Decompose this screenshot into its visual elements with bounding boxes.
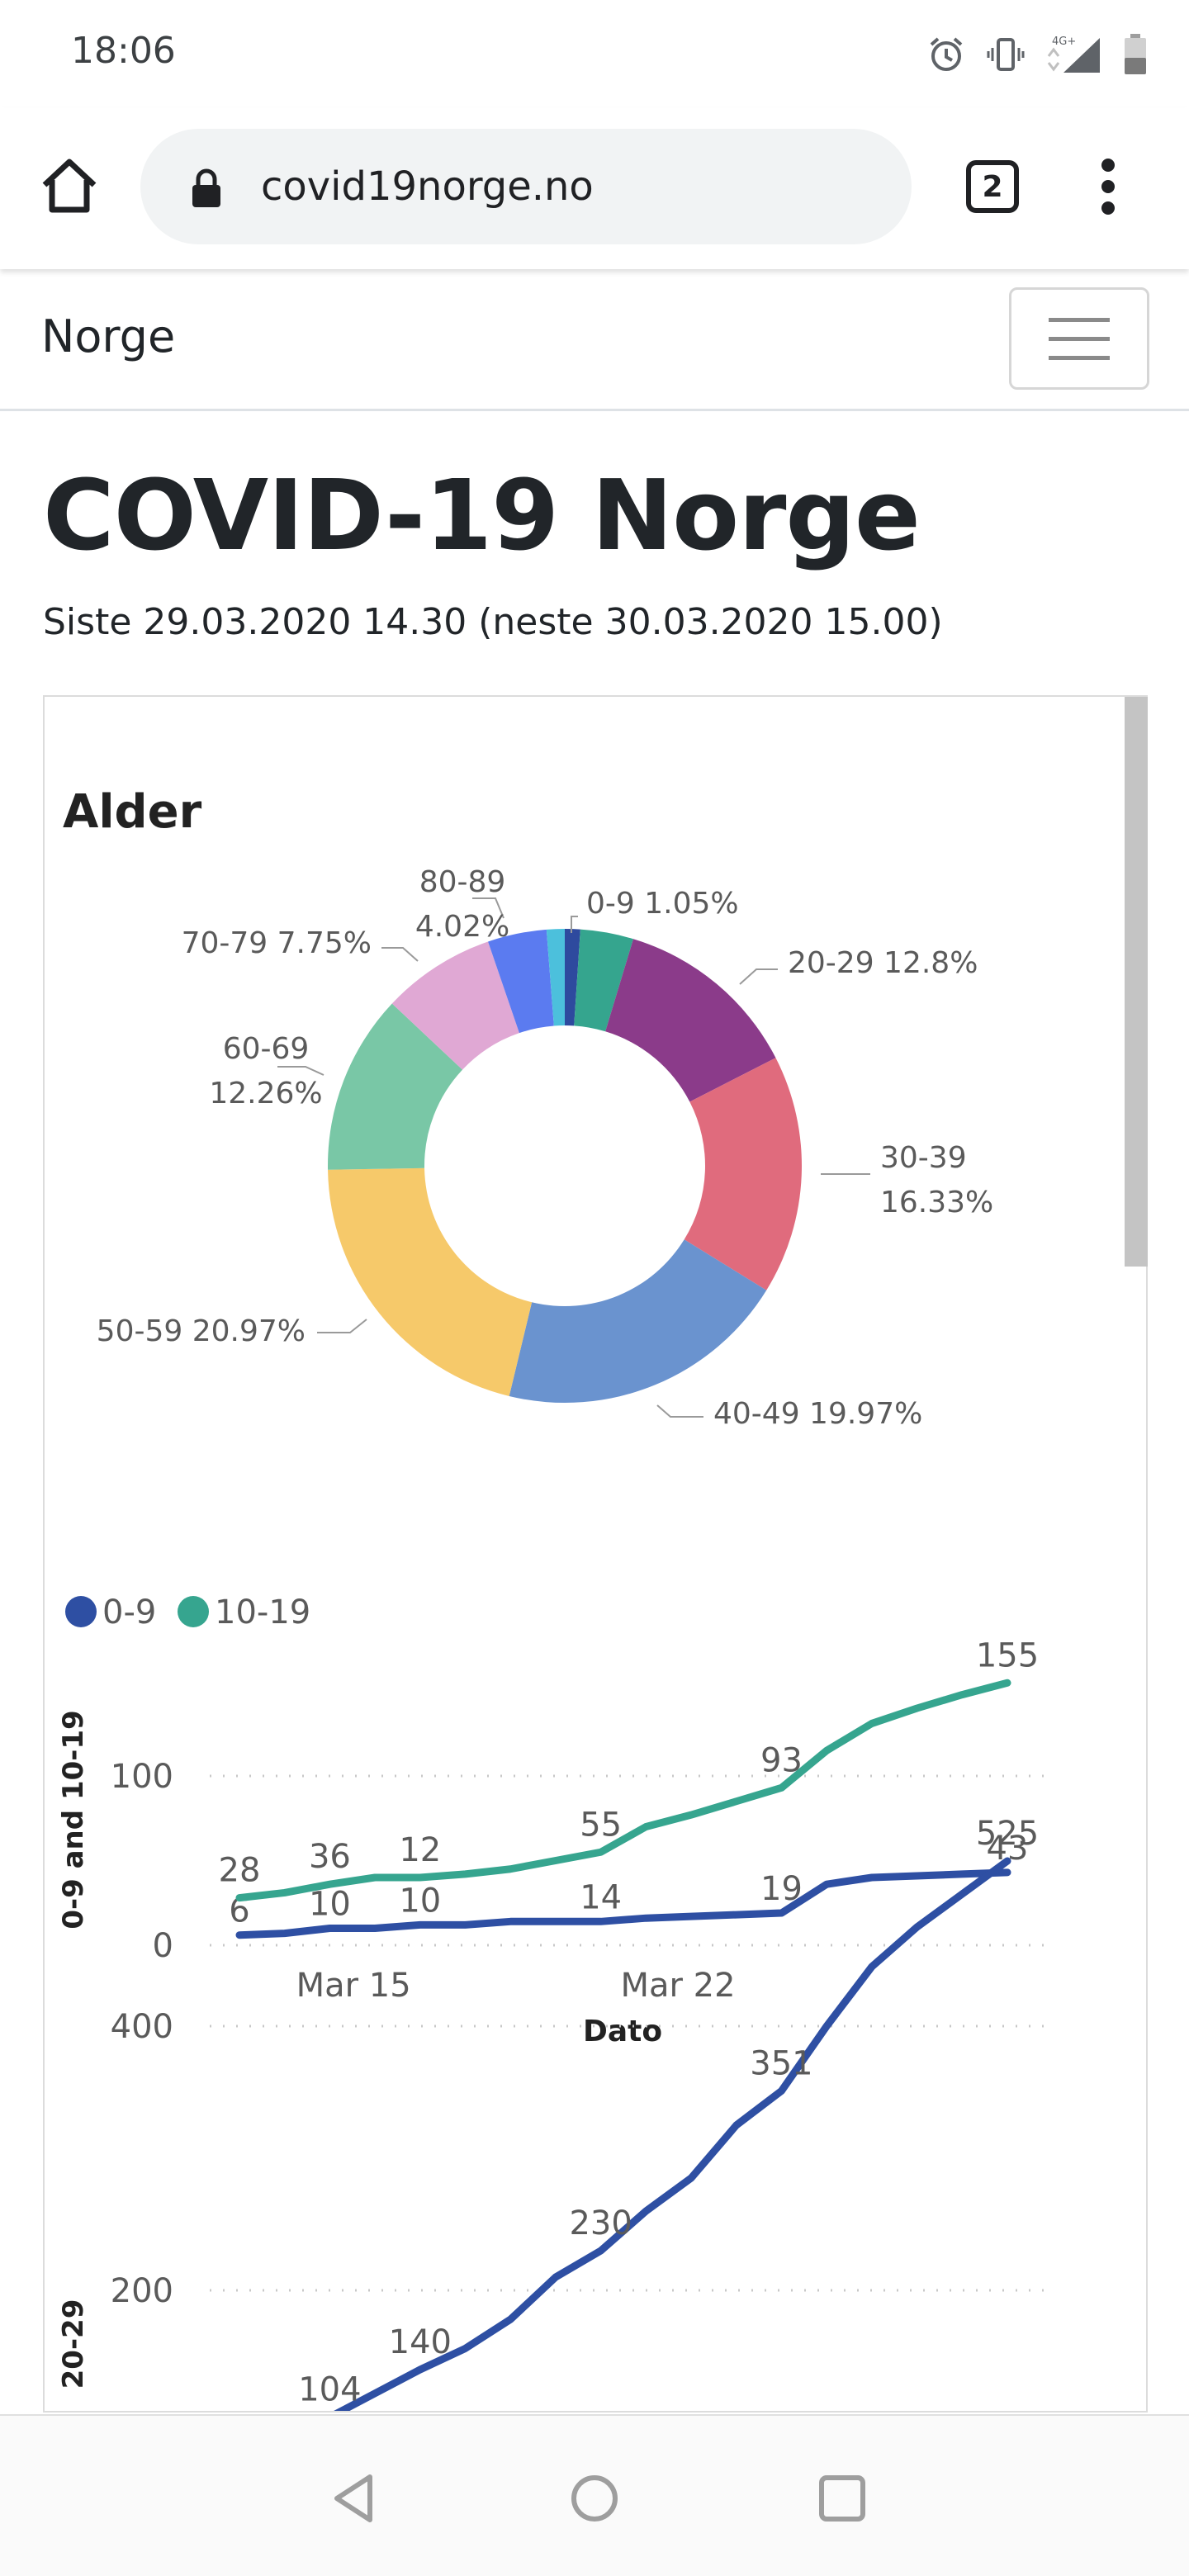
donut-label-20-29: 20-29 12.8%: [788, 946, 978, 980]
data-label-0-9-2: 10: [309, 1886, 351, 1924]
signal-4g-icon: 4G+: [1047, 36, 1100, 73]
vibrate-icon: [987, 38, 1025, 71]
data-label-0-9-12: 19: [760, 1870, 803, 1908]
data-label-20-29-4: 140: [389, 2323, 452, 2361]
site-brand[interactable]: Norge: [41, 310, 176, 362]
donut-label-0-9: 0-9 1.05%: [586, 887, 739, 921]
donut-label-30-39: 30-39: [880, 1141, 967, 1175]
donut-label-pct-60-69: 12.26%: [209, 1077, 322, 1110]
data-label-10-19-2: 36: [309, 1838, 351, 1876]
series-line-0-9: [235, 1868, 1011, 1939]
status-time: 18:06: [71, 30, 176, 72]
battery-icon: [1125, 34, 1146, 74]
donut-label-80-89: 80-89: [419, 865, 506, 899]
data-label-20-29-8: 230: [569, 2204, 632, 2242]
system-navigation-bar: [0, 2414, 1189, 2576]
recents-icon[interactable]: [809, 2465, 875, 2531]
data-label-10-19-8: 55: [580, 1806, 622, 1844]
donut-slice-0-9: [565, 929, 580, 1026]
donut-leader-50-59: [317, 1319, 367, 1333]
lock-icon: [192, 168, 220, 207]
legend-marker-0-9: [65, 1596, 97, 1627]
donut-label-50-59: 50-59 20.97%: [97, 1314, 306, 1348]
page-title: COVID-19 Norge: [43, 458, 921, 572]
legend-label-10-19: 10-19: [215, 1593, 310, 1631]
donut-title: Alder: [63, 785, 202, 839]
donut-slice-40-49: [509, 1239, 767, 1403]
legend-marker-10-19: [178, 1596, 209, 1627]
y-axis-label: 20-29: [57, 2299, 90, 2389]
status-icons: 4G+: [926, 30, 1148, 79]
donut-label-pct-30-39: 16.33%: [880, 1186, 993, 1219]
donut-slice-60-69: [328, 1003, 463, 1170]
data-label-20-29-2: 104: [298, 2371, 361, 2409]
y-tick-100: 100: [111, 1758, 173, 1796]
y-axis-label: 0-9 and 10-19: [57, 1710, 90, 1929]
donut-slice-90+: [546, 929, 565, 1026]
tab-count: 2: [982, 169, 1003, 204]
data-label-20-29-12: 351: [750, 2044, 812, 2082]
donut-leader-0-9: [571, 916, 578, 933]
donut-slice-30-39: [684, 1058, 802, 1290]
donut-slice-80-89: [488, 929, 554, 1034]
legend-label-0-9: 0-9: [102, 1593, 156, 1631]
donut-label-60-69: 60-69: [223, 1032, 310, 1066]
more-vert-icon[interactable]: [1092, 154, 1125, 220]
y-tick-0: 0: [153, 1927, 173, 1965]
data-label-0-9-4: 10: [399, 1882, 441, 1920]
alarm-icon: [930, 37, 963, 71]
tabs-icon[interactable]: 2: [966, 160, 1019, 213]
donut-leader-80-89: [472, 897, 504, 919]
back-icon[interactable]: [322, 2465, 388, 2531]
x-axis-label: Dato: [583, 2015, 662, 2048]
data-label-0-9-8: 14: [580, 1878, 622, 1916]
data-label-10-19-17: 155: [976, 1636, 1039, 1674]
report-charts: Alder 0-9 1.05% 20-29 12.8% 30-39 16.33% 40-4…: [57, 785, 1044, 2411]
home-icon[interactable]: [38, 154, 101, 216]
donut-slice-10-19: [574, 929, 634, 1032]
data-label-10-19-12: 93: [760, 1741, 803, 1779]
address-bar[interactable]: covid19norge.no: [140, 129, 912, 244]
donut-label-pct-80-89: 4.02%: [415, 910, 509, 944]
donut-slice-50-59: [328, 1167, 533, 1396]
home-nav-icon[interactable]: [561, 2465, 628, 2531]
site-navbar: Norge: [0, 269, 1189, 411]
donut-leader-40-49: [656, 1404, 703, 1418]
data-label-10-19-0: 28: [219, 1852, 261, 1890]
browser-toolbar: covid19norge.no 2: [0, 107, 1189, 269]
x-tick-Mar-22: Mar 22: [621, 1967, 736, 2005]
series-line-20-29: [334, 1857, 1011, 2411]
hamburger-icon[interactable]: [1009, 287, 1149, 390]
data-label-20-29-17: 525: [976, 1815, 1039, 1853]
network-label: 4G+: [1052, 36, 1076, 48]
y-tick-400: 400: [111, 2008, 173, 2046]
url-text[interactable]: covid19norge.no: [261, 163, 594, 210]
y-tick-200: 200: [111, 2272, 173, 2310]
series-line-10-19: [235, 1679, 1011, 1902]
donut-leader-20-29: [739, 968, 778, 985]
data-label-10-19-4: 12: [399, 1831, 441, 1869]
status-bar: 18:06 4G+: [0, 0, 1189, 107]
donut-label-40-49: 40-49 19.97%: [713, 1397, 922, 1431]
page-subtitle: Siste 29.03.2020 14.30 (neste 30.03.2020…: [43, 601, 943, 643]
donut-leader-60-69: [277, 1066, 324, 1076]
donut-leader-70-79: [381, 947, 419, 962]
report-scrollbar[interactable]: [1125, 697, 1148, 1267]
x-tick-Mar-15: Mar 15: [296, 1967, 411, 2005]
report-frame[interactable]: Alder 0-9 1.05% 20-29 12.8% 30-39 16.33% 40-4…: [43, 695, 1148, 2413]
donut-slice-70-79: [391, 941, 519, 1070]
donut-slice-20-29: [605, 939, 776, 1102]
donut-label-70-79: 70-79 7.75%: [182, 926, 372, 960]
